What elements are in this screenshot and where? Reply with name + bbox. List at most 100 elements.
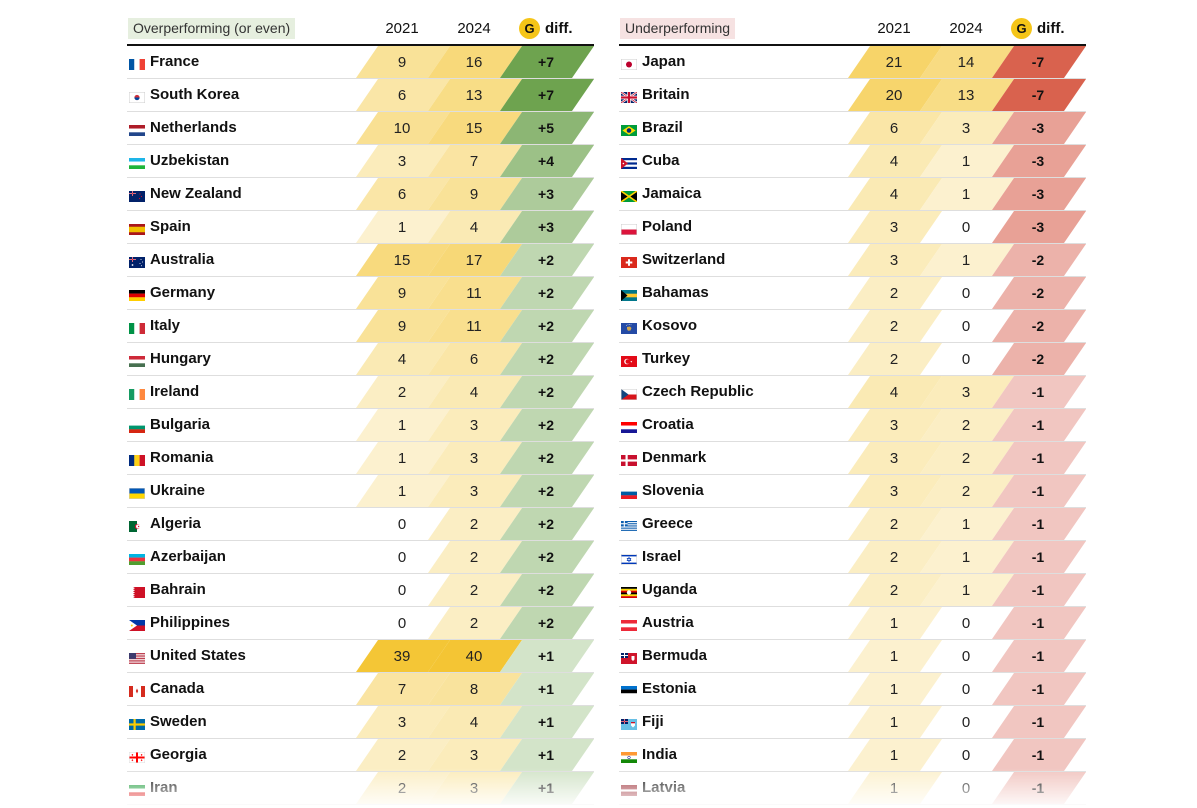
value-2024: 3 [961,120,971,137]
country-name: Sweden [150,713,207,730]
country-name: Turkey [642,350,691,367]
year-2021-header: 2021 [877,20,911,37]
table-row: Latvia 1 0 -1 [619,772,1086,805]
table-row: Sweden 3 4 +1 [127,706,594,739]
value-2024: 2 [469,582,479,599]
value-2021: 20 [885,87,903,104]
row-shading [428,508,594,540]
diff-cell [500,46,594,78]
value-2021-cell [848,673,942,705]
value-2024: 1 [961,516,971,533]
value-2024: 8 [469,681,479,698]
value-2024-cell [428,376,522,408]
flag-icon [129,783,145,796]
underperforming-panel: Underperforming 2021 2024 G diff. Japan 2… [619,14,1086,805]
year-2021-header: 2021 [385,20,419,37]
value-2024: 11 [466,285,482,302]
value-2021: 10 [393,120,411,137]
value-2021-cell [356,112,450,144]
diff-cell [992,739,1086,771]
value-2024: 3 [469,780,479,797]
value-2024-cell [428,277,522,309]
value-2024-cell [428,211,522,243]
flag-icon [129,288,145,301]
value-2024: 1 [961,252,971,269]
flag-icon [129,189,145,202]
value-2024: 9 [469,186,479,203]
value-2021-cell [848,145,942,177]
value-2021-cell [848,508,942,540]
value-2024: 4 [469,219,479,236]
diff-cell [500,673,594,705]
diff-value: -2 [1031,252,1045,268]
diff-cell [992,79,1086,111]
flag-icon [621,486,637,499]
diff-value: -7 [1031,87,1045,103]
value-2024: 17 [465,252,483,269]
row-shading [356,343,594,375]
value-2021: 2 [889,351,899,368]
diff-cell [992,409,1086,441]
table-row: South Korea 6 13 +7 [127,79,594,112]
diff-value: -2 [1031,285,1045,301]
value-2021: 6 [889,120,899,137]
value-2024-cell [920,409,1014,441]
value-2021-cell [356,640,450,672]
row-shading [848,178,1086,210]
diff-cell [992,112,1086,144]
value-2024: 4 [469,714,479,731]
diff-cell [992,640,1086,672]
value-2021: 1 [889,780,899,797]
value-2024: 0 [961,648,971,665]
overperforming-rows: France 9 16 +7 South Korea 6 13 +7 Netherlands 10… [127,46,594,805]
diff-value: -1 [1031,384,1045,400]
table-row: Philippines 0 2 +2 [127,607,594,640]
diff-cell [992,475,1086,507]
value-2024-cell [920,376,1014,408]
diff-cell [992,673,1086,705]
diff-header: diff. [1037,20,1065,37]
row-shading [848,211,1086,243]
value-2021-cell [356,145,450,177]
table-row: Bahrain 0 2 +2 [127,574,594,607]
country-name: Canada [150,680,205,697]
diff-value: +2 [538,516,554,532]
diff-value: +2 [538,318,554,334]
overperforming-panel: Overperforming (or even) 2021 2024 G dif… [127,14,594,805]
row-shading [848,739,1086,771]
value-2024-cell [428,79,522,111]
value-2024: 2 [469,615,479,632]
country-name: Japan [642,53,686,70]
value-2024: 13 [957,87,975,104]
diff-value: +1 [538,648,554,664]
diff-cell [500,574,594,606]
value-2021-cell [848,178,942,210]
country-name: Algeria [150,515,201,532]
diff-cell [500,508,594,540]
value-2021-cell [848,574,942,606]
row-shading [356,46,594,78]
table-row: Kosovo 2 0 -2 [619,310,1086,343]
table-row: Algeria 0 2 +2 [127,508,594,541]
value-2021-cell [356,343,450,375]
value-2024-cell [428,409,522,441]
table-row: India 1 0 -1 [619,739,1086,772]
row-shading [356,277,594,309]
value-2021-cell [848,640,942,672]
value-2021-cell [356,277,450,309]
value-2021-cell [356,178,450,210]
value-2021-cell [848,277,942,309]
diff-value: -2 [1031,318,1045,334]
value-2024: 1 [961,582,971,599]
diff-value: -1 [1031,648,1045,664]
flag-icon [621,618,637,631]
diff-value: -1 [1031,417,1045,433]
flag-icon [129,156,145,169]
value-2021: 6 [397,87,407,104]
country-name: Germany [150,284,216,301]
value-2021: 1 [397,417,407,434]
value-2024: 0 [961,219,971,236]
value-2021: 3 [889,252,899,269]
diff-value: +2 [538,285,554,301]
row-shading [356,145,594,177]
